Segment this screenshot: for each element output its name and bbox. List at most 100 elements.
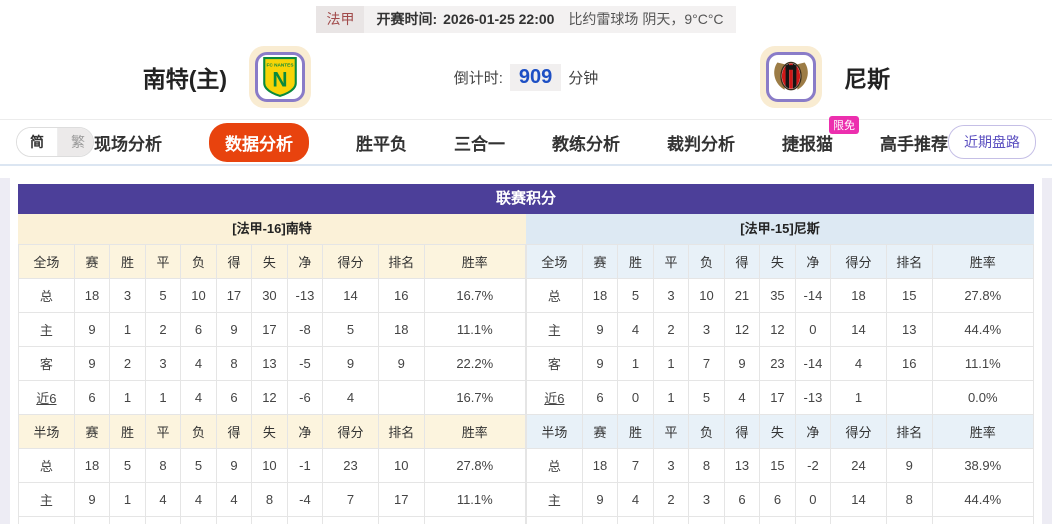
- stats-cell: 9: [73, 312, 111, 347]
- away-stats-table: 全场赛胜平负得失净得分 排名 胜率总 18 5 3 10 21 35 -14 18 15 27.8% 主 9…: [526, 244, 1035, 524]
- table-row: 客 9 2 3 4 8 13 -5 9 9 22.2%: [18, 346, 527, 381]
- stats-cell: 1: [109, 482, 146, 517]
- column-header: 半场: [18, 414, 75, 449]
- nantes-crest-icon: FC NANTES N: [263, 57, 297, 97]
- stats-cell: 30: [251, 278, 288, 313]
- column-header: 净: [794, 244, 832, 279]
- tab-referee-analysis[interactable]: 裁判分析: [667, 134, 735, 154]
- row-label: 总: [18, 278, 75, 313]
- stats-cell: 13: [723, 448, 761, 483]
- stats-cell: 10: [377, 448, 425, 483]
- countdown-unit: 分钟: [568, 69, 599, 87]
- tab-win-draw-loss[interactable]: 胜平负: [356, 134, 407, 154]
- stats-cell: 10: [251, 448, 288, 483]
- column-header: 排名: [885, 414, 933, 449]
- stats-cell: 4: [617, 312, 654, 347]
- stats-cell: [885, 380, 933, 415]
- lang-traditional[interactable]: 繁体: [58, 128, 93, 156]
- tab-three-in-one[interactable]: 三合一: [454, 134, 505, 154]
- stats-cell: 44.4%: [931, 312, 1035, 347]
- tab-coach-analysis[interactable]: 教练分析: [552, 134, 620, 154]
- stats-cell: 9: [215, 312, 253, 347]
- stats-cell: 18: [377, 312, 425, 347]
- stats-cell: 3: [652, 278, 690, 313]
- column-header: 负: [180, 414, 217, 449]
- column-header: 得分: [322, 414, 379, 449]
- stats-cell: 1: [109, 380, 146, 415]
- row-label: 主: [526, 482, 583, 517]
- tab-expert-picks[interactable]: 高手推荐: [880, 134, 948, 154]
- stats-cell: 38.9%: [931, 448, 1035, 483]
- countdown: 倒计时: 909 分钟: [454, 63, 599, 91]
- column-header: 胜: [109, 244, 146, 279]
- stats-cell: 11.1%: [423, 482, 527, 517]
- stats-cell: 21: [723, 278, 761, 313]
- stats-cell: -1: [286, 448, 324, 483]
- home-table-header: [法甲-16]南特: [18, 214, 526, 244]
- column-header: 失: [759, 244, 796, 279]
- stats-cell: 0.0%: [931, 380, 1035, 415]
- right-edge-strip: [1042, 178, 1052, 524]
- column-header: 胜: [617, 244, 654, 279]
- stats-cell: 23: [759, 346, 796, 381]
- venue-weather: 比约雷球场 阴天，9°C°C: [568, 11, 724, 27]
- column-header: 失: [251, 244, 288, 279]
- row-label: 主: [18, 312, 75, 347]
- stats-cell: 16: [885, 346, 933, 381]
- stats-cell: 2: [251, 516, 288, 524]
- divider: [0, 119, 1052, 120]
- column-header: 胜率: [423, 244, 527, 279]
- stats-cell: -14: [794, 346, 832, 381]
- stats-cell: -6: [286, 380, 324, 415]
- stats-cell: 1: [830, 380, 887, 415]
- column-header: 胜率: [423, 414, 527, 449]
- stats-cell: 10: [180, 278, 217, 313]
- column-header: 半场: [526, 414, 583, 449]
- stats-cell: 18: [581, 278, 619, 313]
- lang-simplified[interactable]: 简体: [17, 128, 58, 156]
- table-header-row: 半场赛胜平负得失净得分 排名 胜率: [18, 414, 527, 449]
- stats-cell: 18: [73, 278, 111, 313]
- column-header: 得: [723, 244, 761, 279]
- stats-cell: 18: [830, 278, 887, 313]
- stats-cell: 17: [377, 482, 425, 517]
- stats-cell: 5: [688, 380, 725, 415]
- stats-cell: 9: [73, 346, 111, 381]
- stats-cell: -4: [286, 482, 324, 517]
- stats-cell: 9: [723, 346, 761, 381]
- countdown-value: 909: [509, 63, 562, 91]
- away-table-header: [法甲-15]尼斯: [526, 214, 1034, 244]
- stats-cell: 8: [215, 346, 253, 381]
- stats-cell: 3: [109, 278, 146, 313]
- stats-cell: -2: [794, 448, 832, 483]
- stats-cell: 13: [885, 312, 933, 347]
- stats-cell: 17: [759, 380, 796, 415]
- column-header: 全场: [18, 244, 75, 279]
- column-header: 净: [286, 414, 324, 449]
- column-header: 胜率: [931, 244, 1035, 279]
- language-toggle[interactable]: 简体 繁体: [16, 127, 94, 157]
- stats-cell: 9: [73, 482, 111, 517]
- table-row: 总 18 7 3 8 13 15 -2 24 9 38.9%: [526, 448, 1035, 483]
- table-row: 总 18 5 8 5 9 10 -1 23 10 27.8%: [18, 448, 527, 483]
- tab-live-analysis[interactable]: 现场分析: [94, 134, 162, 154]
- tab-jiebao-cat[interactable]: 捷报猫 限免: [782, 115, 859, 155]
- column-header: 平: [652, 244, 690, 279]
- column-header: 负: [688, 414, 725, 449]
- stats-cell: 3: [144, 346, 182, 381]
- column-header: 赛: [581, 244, 619, 279]
- stats-cell: 12: [759, 312, 796, 347]
- recent-trend-button[interactable]: 近期盘路: [948, 125, 1036, 159]
- column-header: 净: [794, 414, 832, 449]
- tab-data-analysis[interactable]: 数据分析: [209, 122, 309, 162]
- stats-cell: 12: [885, 516, 933, 524]
- stats-cell: [377, 380, 425, 415]
- stats-cell: 5: [617, 278, 654, 313]
- stats-cell: 11.1%: [423, 312, 527, 347]
- column-header: 胜率: [931, 414, 1035, 449]
- stats-cell: 3: [286, 516, 324, 524]
- stats-cell: 0: [617, 380, 654, 415]
- league-standings-section: 联赛积分 [法甲-16]南特 [法甲-15]尼斯 全场赛胜平负得失净得分 排名 胜率…: [18, 184, 1035, 524]
- row-label: 总: [18, 448, 75, 483]
- stats-cell: 4: [830, 346, 887, 381]
